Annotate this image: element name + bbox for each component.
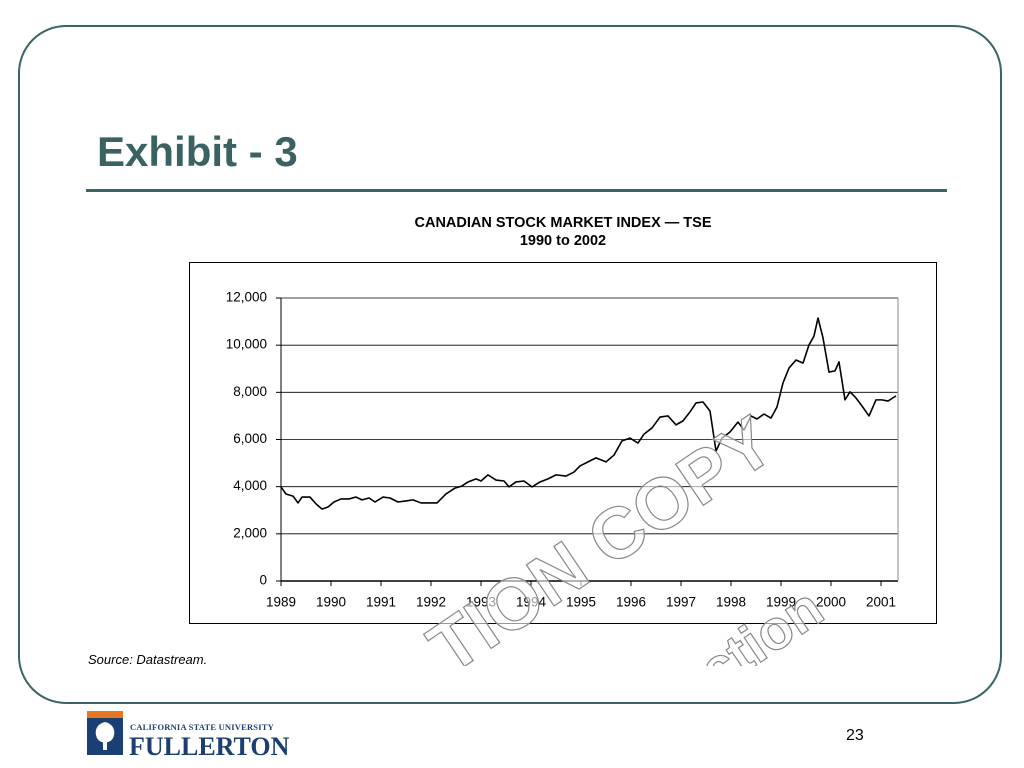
y-tick-label: 12,000 [226,290,267,305]
chart-title: CANADIAN STOCK MARKET INDEX — TSE [415,215,712,231]
logo-university: CALIFORNIA STATE UNIVERSITY [130,722,274,732]
source-note: Source: Datastream. [88,652,208,667]
slide-frame [18,25,1002,704]
y-tick-label: 10,000 [226,337,267,352]
y-tick-label: 4,000 [233,478,267,493]
y-tick-label: 2,000 [233,525,267,540]
index-line [280,317,897,510]
x-tick-label: 1989 [266,595,296,610]
x-tick-label: 1991 [366,595,396,610]
x-tick-label: 1997 [666,595,696,610]
title-rule [86,189,947,192]
x-tick-label: 1999 [766,595,796,610]
slide-title: Exhibit - 3 [97,128,298,175]
x-tick-label: 1996 [616,595,646,610]
x-tick-label: 1993 [466,595,496,610]
y-tick-label: 6,000 [233,431,267,446]
chart-frame [189,262,937,624]
logo-campus: FULLERTON [129,732,290,761]
x-tick-label: 1998 [716,595,746,610]
y-tick-label: 8,000 [233,384,267,399]
x-tick-label: 2000 [816,595,846,610]
x-tick-label: 1990 [316,595,346,610]
x-tick-label: 2001 [866,595,896,610]
y-tick-label: 0 [259,573,267,588]
logo-emblem [87,711,123,755]
page-number: 23 [846,727,864,744]
university-logo: CALIFORNIA STATE UNIVERSITY FULLERTON [86,710,306,762]
x-tick-label: 1995 [566,595,596,610]
chart-subtitle: 1990 to 2002 [520,233,606,249]
x-tick-label: 1992 [416,595,446,610]
x-tick-label: 1994 [516,595,547,610]
